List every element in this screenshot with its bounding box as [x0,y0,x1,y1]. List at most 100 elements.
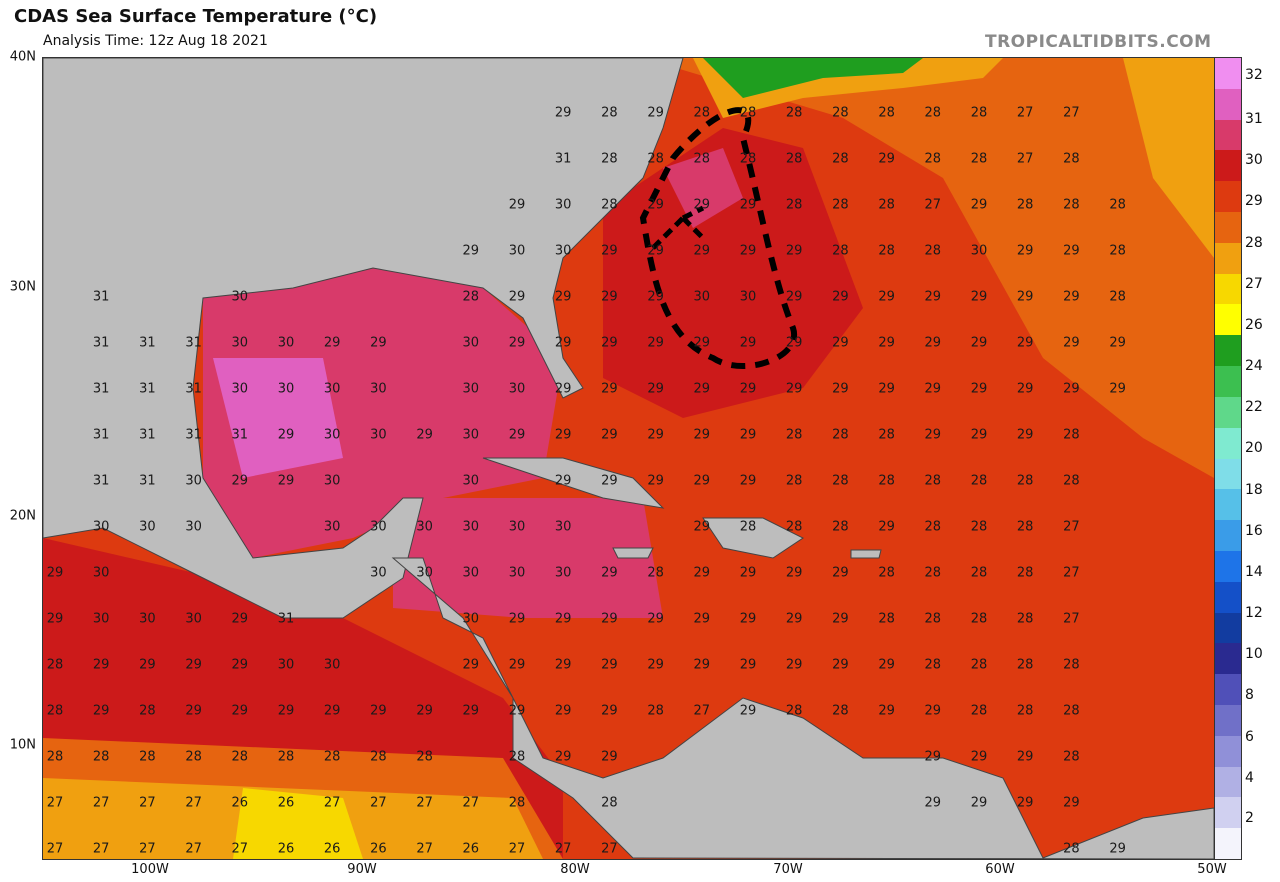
lon-label-100w: 100W [131,862,169,877]
sst-value: 29 [416,427,433,443]
colorbar-swatch [1215,427,1241,459]
sst-value: 27 [924,197,942,213]
sst-value: 30 [416,519,433,535]
caribbean-30 [393,498,663,618]
sst-value: 29 [693,197,711,213]
gulf-stream-31 [663,148,743,228]
sst-value: 29 [508,657,526,673]
sst-value: 28 [878,565,895,581]
sst-value: 30 [462,381,480,397]
sst-value: 28 [323,749,341,765]
sst-value: 29 [693,611,711,627]
sst-value: 29 [1016,427,1034,443]
sst-value: 29 [647,197,664,213]
sst-value: 26 [462,841,480,857]
sst-value: 26 [277,841,295,857]
colorbar-label: 28 [1245,235,1263,251]
sst-value: 30 [508,519,526,535]
colorbar-swatch [1215,458,1241,490]
sst-value: 28 [1063,749,1080,765]
sst-value: 31 [139,381,156,397]
sst-value: 31 [231,427,249,443]
sst-value: 29 [1016,795,1034,811]
sst-value: 30 [554,197,572,213]
sst-value: 28 [1063,197,1080,213]
colorbar-label: 2 [1245,810,1254,826]
sst-value: 27 [139,841,156,857]
sst-value: 30 [554,565,572,581]
sst-value: 28 [970,519,988,535]
sst-value: 29 [1016,289,1034,305]
colorbar-label: 20 [1245,440,1263,456]
sst-value: 30 [370,427,387,443]
sst-value: 28 [1016,611,1034,627]
sst-value: 30 [185,519,202,535]
hispaniola-island [702,517,804,559]
lat-label-30n: 30N [9,279,36,295]
sst-value: 27 [693,703,711,719]
sst-value: 28 [785,151,803,167]
sst-value: 29 [601,565,618,581]
sst-value: 28 [1016,519,1034,535]
sst-value: 29 [832,565,849,581]
sst-value: 26 [370,841,387,857]
sst-value: 27 [92,795,110,811]
sst-value: 29 [693,519,711,535]
sst-value: 27 [92,841,110,857]
sst-value: 30 [277,381,295,397]
sst-value: 29 [693,381,711,397]
sst-value: 28 [92,749,110,765]
colorbar-label: 18 [1245,482,1263,498]
sst-value: 27 [185,841,202,857]
sst-value: 29 [554,427,572,443]
sst-value: 30 [554,243,572,259]
sst-value: 30 [185,611,202,627]
sst-value: 29 [970,795,988,811]
colorbar-swatch [1215,58,1241,90]
sst-value: 29 [739,473,757,489]
colorbar-swatch [1215,489,1241,521]
sst-value: 30 [231,289,249,305]
sst-value: 30 [92,611,110,627]
sst-value: 30 [139,611,156,627]
sst-value: 28 [1016,657,1034,673]
ocean-warm-28 [643,58,1214,478]
sst-value: 30 [323,473,341,489]
sst-value: 31 [92,289,110,305]
temperature-colorbar [1214,57,1242,860]
sst-value: 29 [416,703,433,719]
sst-value: 29 [508,703,526,719]
sst-value: 27 [1063,519,1080,535]
sst-value: 28 [693,151,711,167]
colorbar-label: 16 [1245,523,1263,539]
sst-value: 28 [739,105,757,121]
sst-value: 31 [139,427,156,443]
colorbar-label: 26 [1245,317,1263,333]
sst-value: 30 [554,519,572,535]
lon-label-70w: 70W [773,862,803,877]
sst-value: 30 [370,565,387,581]
sst-value: 29 [739,565,757,581]
sst-value: 29 [601,289,618,305]
cuba-island [482,457,665,509]
sst-value: 29 [508,289,526,305]
sst-value: 28 [878,105,895,121]
sst-value: 29 [739,427,757,443]
sst-field [43,58,1214,859]
sst-value: 29 [878,381,895,397]
ocean-warm-27 [1123,58,1214,258]
sst-value: 31 [92,473,110,489]
sst-value: 27 [1016,151,1034,167]
sst-value: 29 [832,611,849,627]
sst-value: 31 [185,427,202,443]
sst-value: 29 [739,703,757,719]
sst-value: 28 [601,197,618,213]
sst-value: 26 [277,795,295,811]
sst-value: 26 [323,841,341,857]
colorbar-label: 22 [1245,399,1263,415]
sst-value: 29 [693,335,711,351]
sst-value: 29 [832,335,849,351]
sst-value: 29 [647,243,664,259]
colorbar-swatch [1215,212,1241,244]
sst-value: 29 [46,565,64,581]
